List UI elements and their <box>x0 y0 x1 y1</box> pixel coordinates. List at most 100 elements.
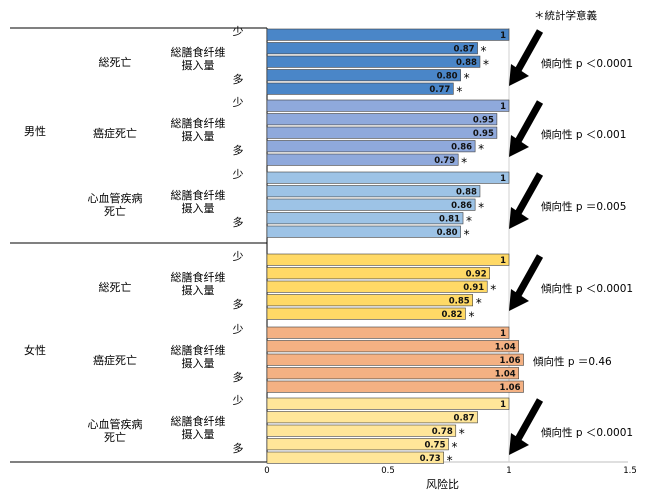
bar-value-label: 1.04 <box>495 342 516 352</box>
significance-star: * <box>478 200 484 214</box>
bar-value-label: 0.87 <box>454 44 475 54</box>
x-tick-label: 1 <box>506 466 512 476</box>
bar <box>266 367 519 380</box>
x-tick-label: 0 <box>264 466 270 476</box>
bar-value-label: 0.82 <box>441 310 462 320</box>
bar <box>266 380 524 393</box>
low-label: 少 <box>232 168 244 181</box>
sex-label-male: 男性 <box>24 125 46 138</box>
bar <box>266 55 481 68</box>
bar <box>266 185 481 198</box>
bar-value-label: 0.81 <box>439 214 460 224</box>
bar-value-label: 0.86 <box>451 142 472 152</box>
x-axis-title: 风险比 <box>426 478 459 491</box>
bar-value-label: 0.95 <box>473 115 494 125</box>
trend-arrow <box>513 29 544 74</box>
significance-star: * <box>456 84 462 98</box>
high-label: 多 <box>232 215 244 229</box>
bar <box>266 198 476 211</box>
significance-note: ＊統計学意義 <box>534 10 597 22</box>
bar-value-label: 0.80 <box>437 228 458 238</box>
bar-value-label: 1 <box>500 174 506 184</box>
bar-value-label: 0.91 <box>463 283 484 293</box>
high-label: 多 <box>232 441 244 455</box>
bar <box>266 171 510 184</box>
bar <box>266 424 457 437</box>
bar <box>266 307 466 320</box>
variable-label: 総膳食纤维 摄入量 <box>170 188 226 215</box>
trend-label: 傾向性 p ＜0.001 <box>541 128 627 141</box>
variable-label: 総膳食纤维 摄入量 <box>170 343 226 370</box>
outcome-label: 癌症死亡 <box>93 353 137 367</box>
significance-star: * <box>461 155 467 169</box>
bar-value-label: 1.06 <box>500 383 521 393</box>
bar-value-label: 0.78 <box>432 427 453 437</box>
bar-value-label: 0.95 <box>473 129 494 139</box>
significance-star: * <box>490 282 496 296</box>
bar <box>266 340 519 353</box>
bar-value-label: 1 <box>500 256 506 266</box>
trend-arrowhead <box>509 64 529 86</box>
trend-label: 傾向性 p ＜0.0001 <box>541 57 634 70</box>
significance-star: * <box>483 57 489 71</box>
high-label: 多 <box>232 143 244 157</box>
low-label: 少 <box>232 25 244 38</box>
bar <box>266 253 510 266</box>
bar <box>266 397 510 410</box>
bar-value-label: 0.79 <box>434 156 455 166</box>
bar-value-label: 0.77 <box>429 85 450 95</box>
bar <box>266 326 510 339</box>
trend-arrow <box>513 172 544 217</box>
variable-label: 総膳食纤维 摄入量 <box>170 414 226 441</box>
bar <box>266 212 464 225</box>
bar <box>266 140 476 153</box>
bar-value-label: 0.88 <box>456 58 477 68</box>
trend-arrowhead <box>509 289 529 311</box>
significance-star: * <box>464 71 470 85</box>
significance-star: * <box>466 214 472 228</box>
bar <box>266 69 461 82</box>
trend-label: 傾向性 p ＜0.0001 <box>541 426 634 439</box>
bar <box>266 28 510 41</box>
low-label: 少 <box>232 394 244 407</box>
sex-label-female: 女性 <box>24 344 46 357</box>
trend-label: 傾向性 p ＝0.005 <box>541 200 627 213</box>
bar <box>266 113 498 126</box>
bar-value-label: 0.80 <box>437 71 458 81</box>
bar-value-label: 0.86 <box>451 201 472 211</box>
bar-value-label: 1.06 <box>500 356 521 366</box>
bar-value-label: 0.85 <box>449 296 470 306</box>
trend-arrow <box>513 100 544 145</box>
outcome-label: 総死亡 <box>98 55 132 69</box>
trend-arrowhead <box>509 207 529 229</box>
variable-label: 総膳食纤维 摄入量 <box>170 45 226 72</box>
bar <box>266 82 454 95</box>
significance-star: * <box>452 440 458 454</box>
bar-value-label: 0.75 <box>425 440 446 450</box>
outcome-label: 心血管疾病 死亡 <box>87 417 143 444</box>
bar <box>266 42 478 55</box>
trend-arrowhead <box>509 135 529 157</box>
outcome-label: 心血管疾病 死亡 <box>87 191 143 218</box>
trend-arrowhead <box>509 433 529 455</box>
low-label: 少 <box>232 250 244 263</box>
bar-value-label: 0.73 <box>420 454 441 464</box>
outcome-label: 癌症死亡 <box>93 126 137 140</box>
bar <box>266 280 488 293</box>
x-tick-label: 0.5 <box>381 466 395 476</box>
trend-label: 傾向性 p ＝0.46 <box>533 355 612 368</box>
significance-star: * <box>464 227 470 241</box>
bar-value-label: 0.88 <box>456 187 477 197</box>
bar-value-label: 1 <box>500 400 506 410</box>
significance-star: * <box>468 309 474 323</box>
bar <box>266 225 461 238</box>
bar <box>266 438 449 451</box>
significance-star: * <box>476 296 482 310</box>
significance-star: * <box>478 142 484 156</box>
trend-arrow <box>513 254 544 299</box>
bar <box>266 126 498 139</box>
high-label: 多 <box>232 297 244 311</box>
bar-value-label: 1 <box>500 329 506 339</box>
